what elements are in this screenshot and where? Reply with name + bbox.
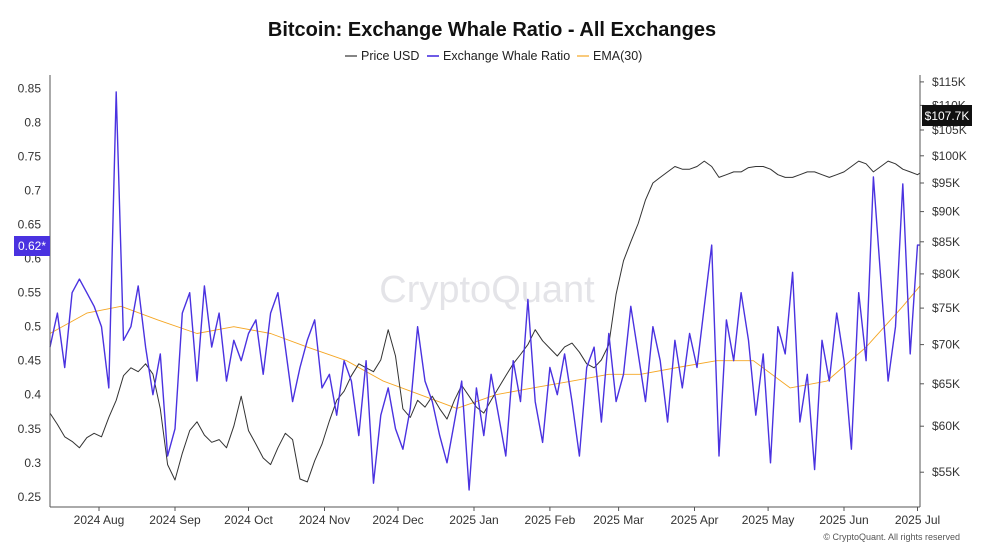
plot-area [49, 91, 921, 491]
copyright-notice: © CryptoQuant. All rights reserved [823, 532, 960, 542]
left-tick-label: 0.85 [18, 82, 42, 96]
left-tick-label: 0.55 [18, 286, 42, 300]
series-line-exchange-whale-ratio [49, 91, 920, 491]
x-tick-label: 2025 Jul [895, 513, 940, 527]
legend-label-ema: EMA(30) [593, 49, 642, 63]
right-tick-label: $85K [932, 235, 960, 249]
legend-label-ratio: Exchange Whale Ratio [443, 49, 570, 63]
legend-item-ratio[interactable]: Exchange Whale Ratio [427, 49, 570, 63]
right-tick-label: $65K [932, 377, 960, 391]
right-axis-ticks: $55K $60K $65K $70K $75K $80K $85K $90K $95K $100… [920, 75, 967, 479]
x-tick-label: 2024 Aug [74, 513, 125, 527]
right-tick-label: $75K [932, 301, 960, 315]
x-tick-label: 2025 Apr [670, 513, 718, 527]
left-tick-label: 0.4 [24, 388, 41, 402]
legend-item-price[interactable]: Price USD [345, 49, 419, 63]
x-tick-label: 2025 Mar [593, 513, 644, 527]
right-tick-label: $115K [932, 75, 966, 89]
left-tick-label: 0.7 [24, 184, 41, 198]
left-tick-label: 0.65 [18, 218, 42, 232]
right-tick-label: $105K [932, 123, 967, 137]
left-tick-label: 0.8 [24, 116, 41, 130]
left-tick-label: 0.35 [18, 422, 42, 436]
right-tick-label: $80K [932, 267, 960, 281]
x-tick-label: 2024 Oct [224, 513, 273, 527]
series-line-ema-30 [49, 285, 921, 409]
x-tick-label: 2024 Nov [299, 513, 350, 527]
left-tick-label: 0.75 [18, 150, 42, 164]
left-tick-label: 0.45 [18, 354, 42, 368]
x-tick-label: 2025 Jun [819, 513, 868, 527]
x-tick-label: 2025 Jan [449, 513, 498, 527]
x-tick-label: 2024 Dec [372, 513, 423, 527]
ratio-badge-bg [14, 236, 50, 256]
left-tick-label: 0.5 [24, 320, 41, 334]
x-tick-label: 2025 May [742, 513, 795, 527]
right-tick-label: $100K [932, 149, 967, 163]
left-tick-label: 0.25 [18, 490, 42, 504]
price-badge-label: $107.7K [925, 109, 970, 123]
legend-label-price: Price USD [361, 49, 419, 63]
right-tick-label: $70K [932, 338, 960, 352]
left-tick-label: 0.3 [24, 456, 41, 470]
right-tick-label: $55K [932, 465, 960, 479]
right-tick-label: $95K [932, 176, 960, 190]
right-tick-label: $90K [932, 205, 960, 219]
ratio-current-badge: 0.62* [14, 236, 50, 256]
ratio-badge-label: 0.62* [18, 239, 46, 253]
x-axis-ticks: 2024 Aug 2024 Sep 2024 Oct 2024 Nov 2024 Dec… [74, 507, 940, 527]
x-tick-label: 2025 Feb [525, 513, 576, 527]
price-current-badge: $107.7K [922, 105, 972, 126]
series-line-price-usd [49, 160, 921, 483]
legend-item-ema[interactable]: EMA(30) [577, 49, 642, 63]
right-tick-label: $60K [932, 419, 960, 433]
left-axis-ticks: 0.250.30.350.40.450.50.550.60.650.70.750… [18, 82, 42, 504]
price-badge-bg [922, 105, 972, 126]
chart-title: Bitcoin: Exchange Whale Ratio - All Exch… [268, 19, 716, 41]
legend: Price USD Exchange Whale Ratio EMA(30) [345, 49, 642, 63]
x-tick-label: 2024 Sep [149, 513, 201, 527]
watermark: CryptoQuant [379, 269, 595, 311]
